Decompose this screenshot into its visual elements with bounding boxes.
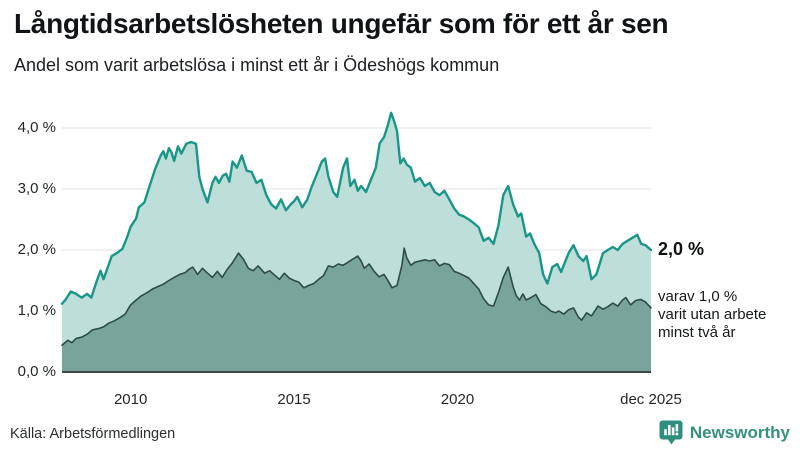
newsworthy-brand: Newsworthy xyxy=(659,419,790,446)
subset-annotation-line-2: varit utan arbete xyxy=(658,306,767,323)
source-credit: Källa: Arbetsförmedlingen xyxy=(10,426,176,442)
total-end-value-label: 2,0 % xyxy=(658,239,705,259)
chart-subtitle: Andel som varit arbetslösa i minst ett å… xyxy=(14,55,500,75)
page-title: Långtidsarbetslösheten ungefär som för e… xyxy=(14,8,669,39)
y-axis-tick-label: 1,0 % xyxy=(17,302,56,319)
x-axis-tick-label: dec 2025 xyxy=(620,391,682,408)
newsworthy-brand-text: Newsworthy xyxy=(689,422,790,442)
series-total-line xyxy=(60,111,653,305)
y-axis-tick-label: 2,0 % xyxy=(17,241,56,258)
x-axis-tick-label: 2010 xyxy=(113,391,148,408)
x-axis-tick-label: 2015 xyxy=(277,391,311,408)
y-axis-tick-label: 3,0 % xyxy=(17,180,56,197)
y-axis-tick-label: 4,0 % xyxy=(17,119,56,136)
subset-annotation: varav 1,0 % varit utan arbete minst två … xyxy=(658,288,766,342)
y-axis-tick-label: 0,0 % xyxy=(17,363,56,380)
subset-annotation-line-1: varav 1,0 % xyxy=(658,288,738,305)
subset-annotation-line-3: minst två år xyxy=(658,324,736,341)
newsworthy-speech-bubble-chart-icon xyxy=(659,419,684,446)
series-subset-line xyxy=(61,247,652,346)
series-subset-area xyxy=(62,248,651,372)
x-axis-tick-label: 2020 xyxy=(440,391,475,408)
